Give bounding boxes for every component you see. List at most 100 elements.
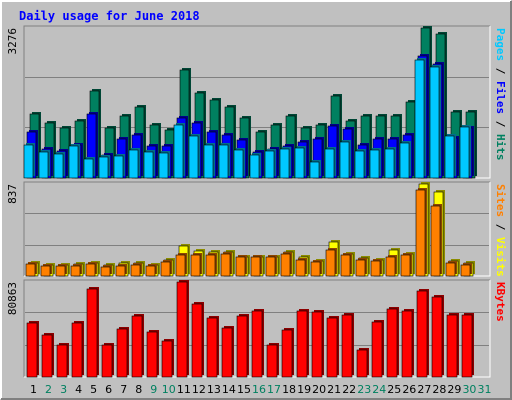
y-max-label: 80863 (6, 282, 19, 315)
bar-pages-day-23 (354, 150, 365, 179)
x-tick-label: 6 (105, 383, 112, 396)
bar-kbytes-day-27 (416, 290, 428, 378)
chart-title: Daily usage for June 2018 (19, 9, 200, 23)
y-max-label: 837 (6, 184, 19, 204)
bar-sites-day-23 (355, 259, 366, 277)
bar-pages-day-9 (143, 151, 154, 179)
bar-pages-day-4 (68, 145, 79, 179)
x-tick-label: 14 (222, 383, 236, 396)
bar-kbytes-day-22 (341, 314, 353, 378)
x-tick-label: 21 (327, 383, 341, 396)
bar-sites-day-26 (400, 254, 411, 277)
bar-pages-day-17 (264, 150, 275, 179)
x-tick-label: 19 (297, 383, 311, 396)
bar-sites-day-6 (100, 266, 111, 277)
bar-kbytes-day-17 (266, 344, 278, 378)
bar-sites-day-27 (415, 189, 426, 277)
bar-kbytes-day-11 (176, 281, 188, 378)
bar-kbytes-day-26 (401, 310, 413, 378)
panel-visits-sites: 837 Sites / Visits (6, 181, 507, 277)
bar-kbytes-day-4 (71, 322, 83, 378)
bar-sites-day-5 (85, 263, 96, 277)
series-sites (25, 188, 472, 277)
bar-sites-day-25 (385, 256, 396, 277)
bar-kbytes-day-25 (386, 308, 398, 378)
legend-entry: Pages (494, 28, 507, 61)
x-tick-label: 13 (207, 383, 221, 396)
series-legend: KBytes (494, 282, 507, 322)
x-tick-label: 23 (357, 383, 371, 396)
bar-pages-day-8 (128, 149, 139, 179)
bar-sites-day-2 (40, 265, 51, 277)
x-tick-label: 15 (237, 383, 251, 396)
bar-pages-day-7 (113, 155, 124, 179)
x-tick-label: 31 (477, 383, 491, 396)
x-tick-label: 17 (267, 383, 281, 396)
bar-pages-day-21 (324, 148, 335, 179)
legend-entry: / (494, 114, 507, 134)
legend-entry: Hits (494, 134, 507, 161)
bar-kbytes-day-20 (311, 311, 323, 378)
x-tick-label: 1 (30, 383, 37, 396)
x-tick-label: 22 (342, 383, 356, 396)
bar-pages-day-15 (233, 149, 244, 179)
bar-pages-day-1 (23, 144, 34, 179)
bar-sites-day-4 (70, 265, 81, 277)
x-tick-label: 16 (252, 383, 266, 396)
bar-kbytes-day-19 (296, 310, 308, 378)
x-tick-label: 27 (417, 383, 431, 396)
bar-kbytes-day-9 (146, 331, 158, 378)
bar-pages-day-24 (369, 149, 380, 179)
bar-sites-day-13 (205, 254, 216, 277)
bar-pages-day-26 (399, 142, 410, 179)
x-tick-label: 8 (135, 383, 142, 396)
x-tick-label: 7 (120, 383, 127, 396)
bar-kbytes-day-5 (86, 288, 98, 378)
x-tick-label: 20 (312, 383, 326, 396)
x-tick-label: 11 (177, 383, 191, 396)
x-tick-label: 29 (447, 383, 461, 396)
bar-kbytes-day-29 (446, 314, 458, 378)
bar-sites-day-12 (190, 254, 201, 277)
x-tick-label: 5 (90, 383, 97, 396)
bar-kbytes-day-28 (431, 296, 443, 378)
bar-kbytes-day-1 (26, 322, 38, 378)
x-tick-label: 28 (432, 383, 446, 396)
x-tick-label: 3 (60, 383, 67, 396)
legend-entry: Files (494, 81, 507, 114)
bar-pages-day-28 (429, 66, 440, 179)
bar-pages-day-19 (294, 147, 305, 179)
bar-sites-day-10 (160, 261, 171, 277)
bar-kbytes-day-12 (191, 303, 203, 378)
bar-sites-day-20 (310, 261, 321, 277)
bar-kbytes-day-15 (236, 315, 248, 378)
bar-pages-day-30 (459, 126, 470, 179)
x-tick-label: 10 (162, 383, 176, 396)
bar-sites-day-30 (460, 264, 471, 277)
bar-pages-day-25 (384, 148, 395, 179)
bar-pages-day-3 (53, 153, 64, 179)
bar-sites-day-29 (445, 262, 456, 277)
legend-entry: Visits (494, 237, 507, 277)
bar-kbytes-day-2 (41, 334, 53, 378)
x-tick-label: 24 (372, 383, 386, 396)
legend-entry: / (494, 217, 507, 237)
bar-sites-day-11 (175, 254, 186, 277)
x-tick-label: 9 (150, 383, 157, 396)
plot-border-dark (23, 25, 490, 178)
x-tick-label: 2 (45, 383, 52, 396)
x-tick-label: 30 (462, 383, 476, 396)
bar-sites-day-19 (295, 259, 306, 277)
bar-sites-day-21 (325, 249, 336, 277)
bar-sites-day-24 (370, 260, 381, 277)
series-kbytes (26, 280, 474, 378)
y-max-label: 3276 (6, 28, 19, 55)
bar-kbytes-day-13 (206, 317, 218, 378)
x-tick-label: 18 (282, 383, 296, 396)
bar-sites-day-28 (430, 205, 441, 277)
panel-hits-files-pages: 3276 Pages / Files / Hits (6, 25, 507, 179)
bar-kbytes-day-30 (461, 314, 473, 378)
